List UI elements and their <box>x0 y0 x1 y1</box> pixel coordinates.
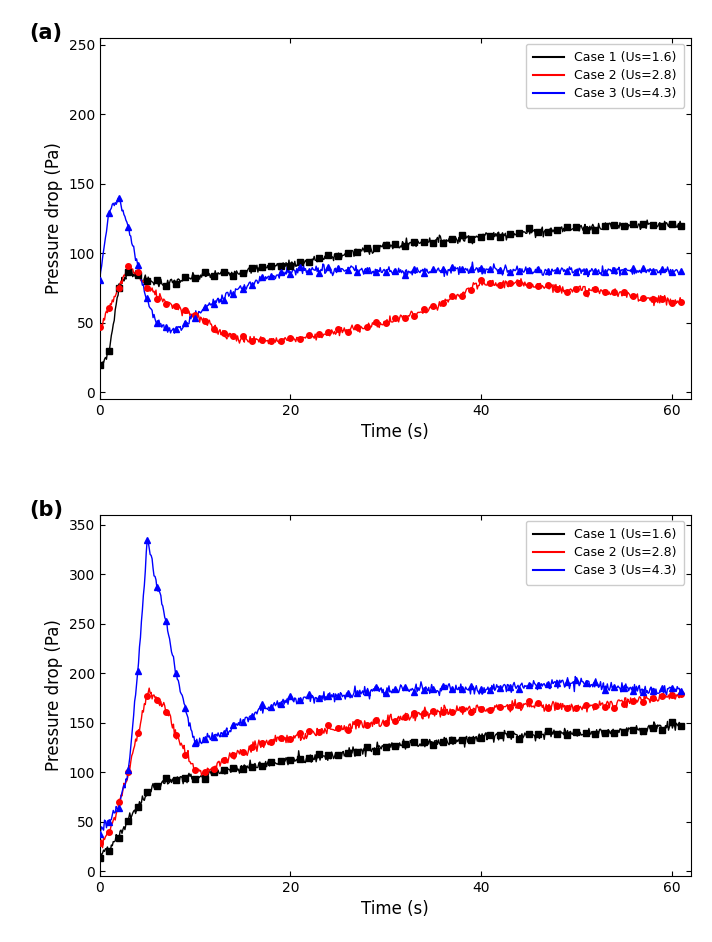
Legend: Case 1 (Us=1.6), Case 2 (Us=2.8), Case 3 (Us=4.3): Case 1 (Us=1.6), Case 2 (Us=2.8), Case 3… <box>525 44 684 108</box>
Text: (b): (b) <box>28 500 63 520</box>
Y-axis label: Pressure drop (Pa): Pressure drop (Pa) <box>45 620 63 771</box>
Y-axis label: Pressure drop (Pa): Pressure drop (Pa) <box>45 142 63 294</box>
Text: (a): (a) <box>28 24 62 43</box>
X-axis label: Time (s): Time (s) <box>361 901 429 918</box>
X-axis label: Time (s): Time (s) <box>361 424 429 442</box>
Legend: Case 1 (Us=1.6), Case 2 (Us=2.8), Case 3 (Us=4.3): Case 1 (Us=1.6), Case 2 (Us=2.8), Case 3… <box>525 521 684 585</box>
